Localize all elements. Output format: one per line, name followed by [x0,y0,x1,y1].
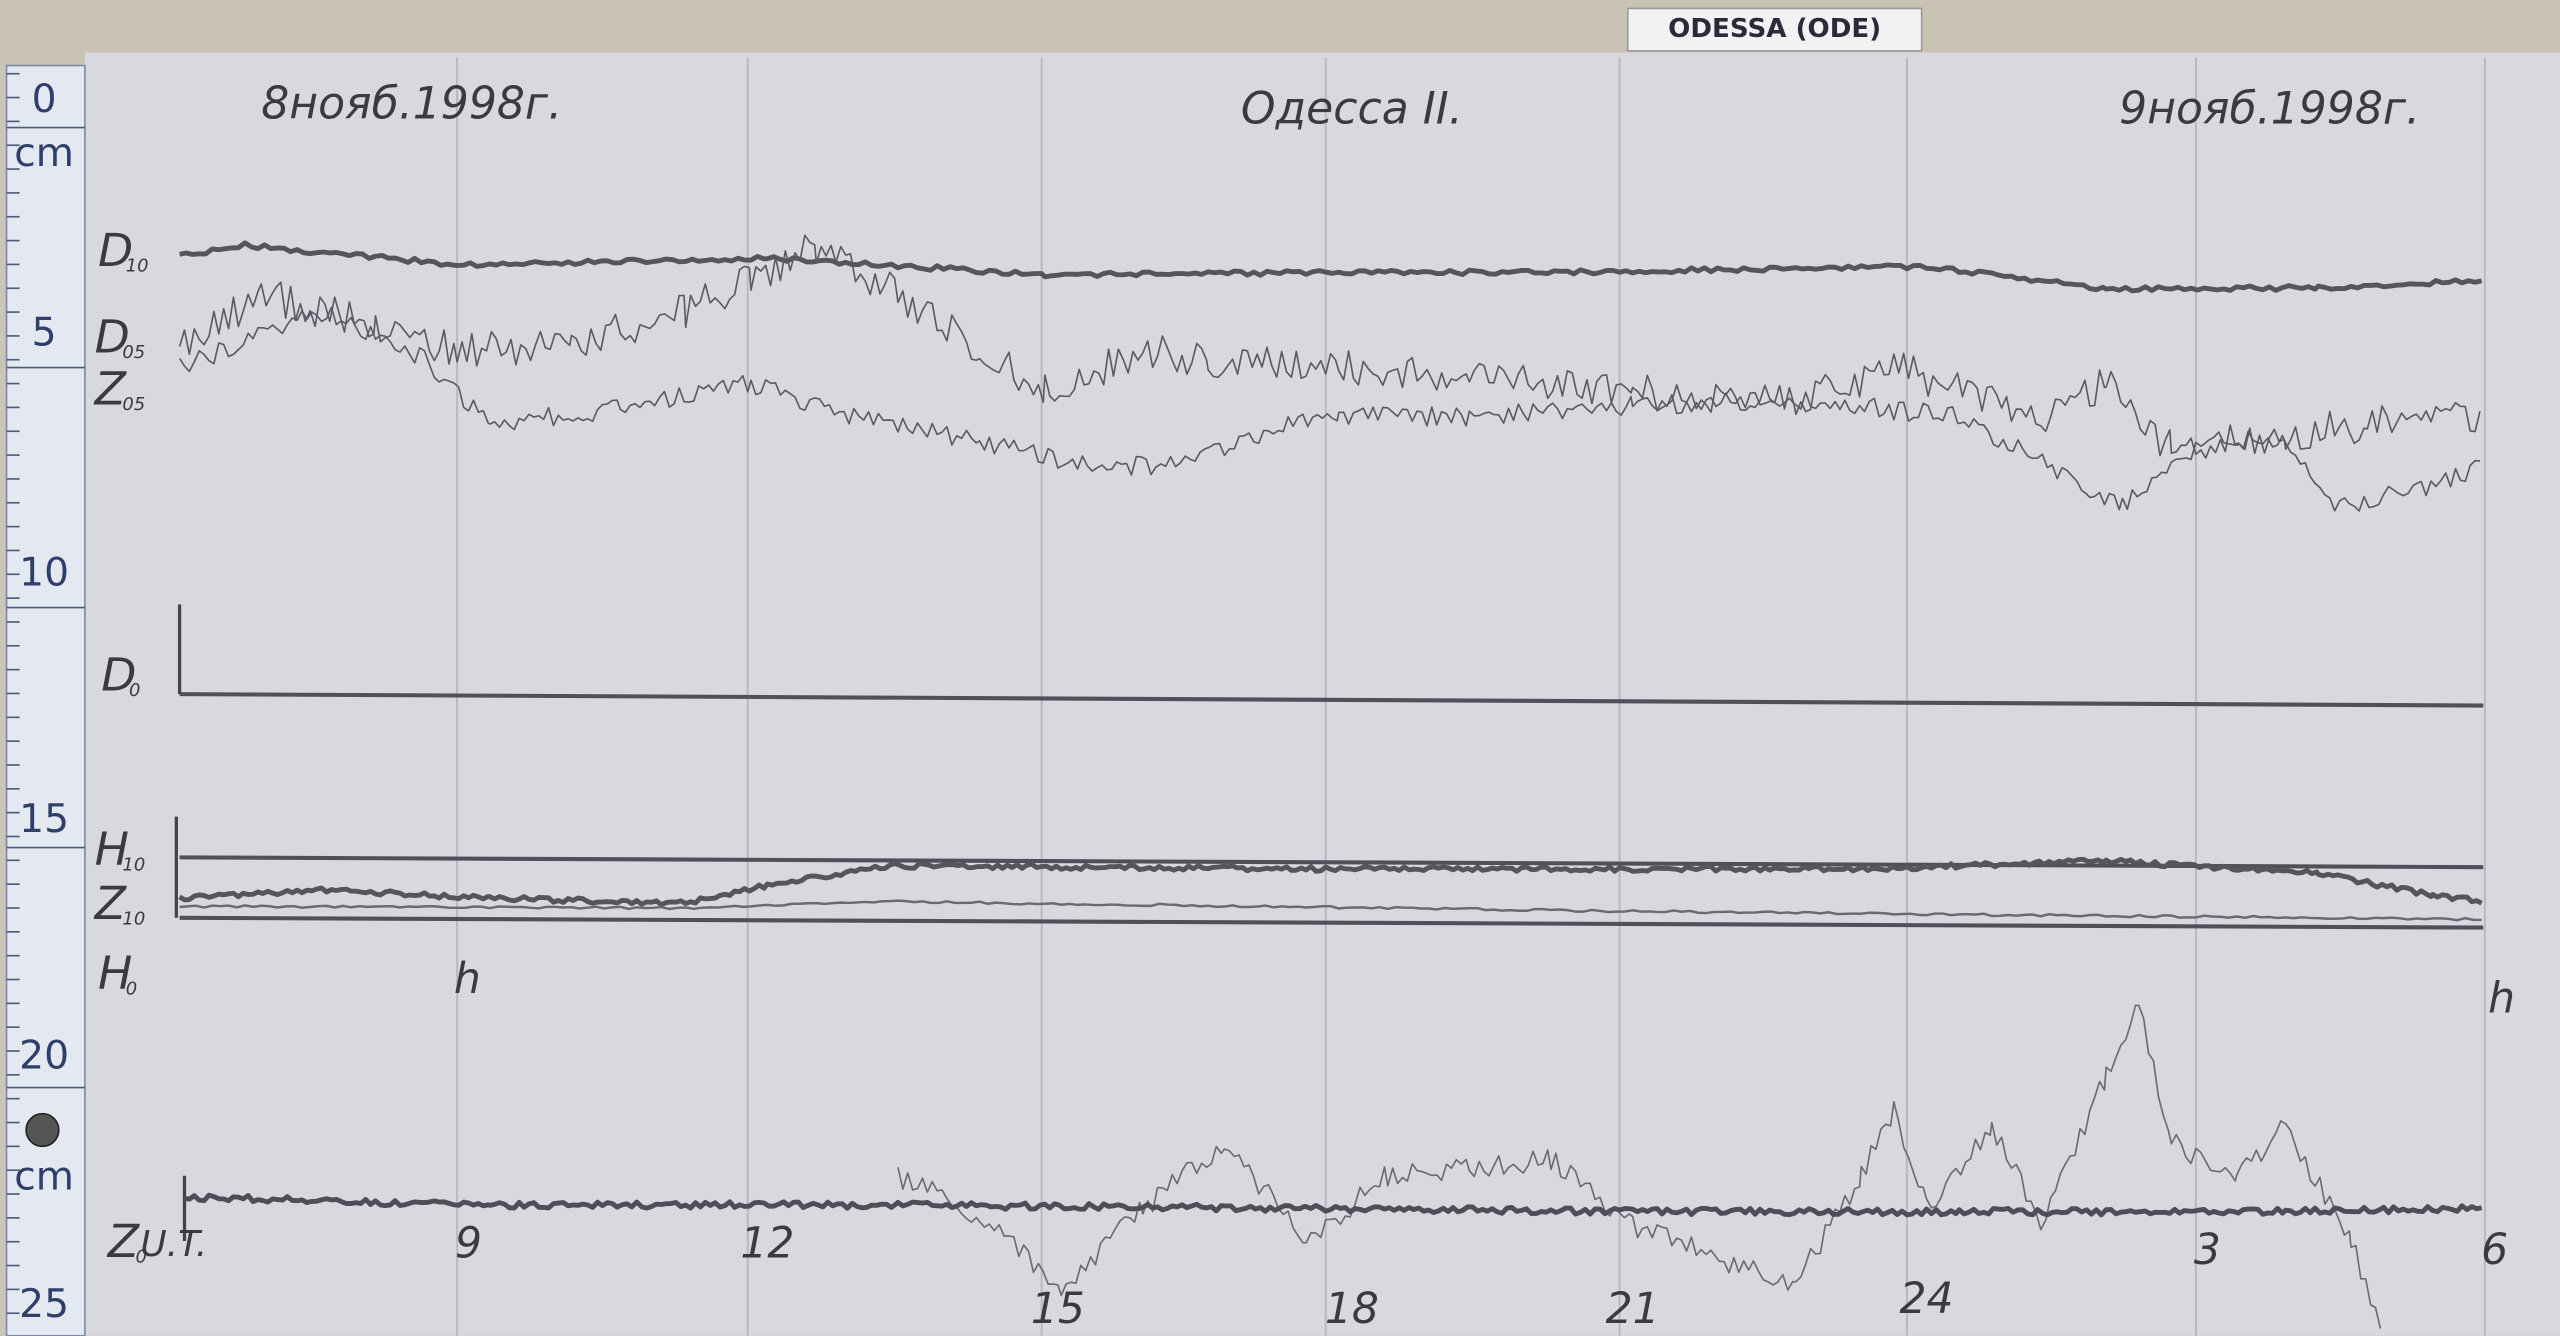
ruler-label: 20 [19,1034,69,1079]
trace-label: Z [107,1215,141,1268]
trace-h0 [179,915,2484,930]
hour-label: 12 [740,1219,794,1268]
trace-label-sub: 0 [129,680,140,701]
trace-label: H [98,947,132,1000]
ruler-label: 25 [19,1282,69,1327]
trace-label-sub: 10 [126,255,149,276]
trace-label: Z [94,877,128,930]
trace-label: D [95,310,130,363]
hour-unit: h [2488,975,2515,1024]
ruler-label: 5 [32,310,57,355]
ruler-label: 0 [32,77,57,122]
ruler-label: 10 [19,550,69,595]
trace-d05 [178,234,2481,459]
trace-label-sub: 10 [122,855,145,876]
hour-label: 18 [1325,1285,1379,1334]
trace-z10 [179,899,2482,922]
trace-label: D [101,648,136,701]
trace-h10 [178,856,2483,908]
trace-d0 [179,692,2484,708]
date-end: 9нояб.1998г. [2119,83,2420,134]
hour-label: 9 [455,1219,482,1268]
trace-h10-base [179,855,2484,870]
trace-label: Z [94,363,128,416]
time-axis-label: U.T. [140,1224,207,1265]
hour-label: 21 [1606,1285,1660,1334]
trace-label-sub: 0 [126,979,137,1000]
trace-z0 [184,1192,2483,1218]
ruler-label: cm [14,131,74,176]
trace-label-sub: 05 [122,342,145,363]
ruler-label: cm [14,1155,74,1200]
trace-label-sub: 05 [122,394,145,415]
hour-label: 24 [1900,1275,1954,1324]
trace-label: D [98,224,133,277]
trace-d10 [179,240,2483,294]
trace-label-sub: 10 [122,908,145,929]
hour-unit: h [454,955,481,1004]
ruler-label: 15 [19,797,69,842]
ruler-icon [25,1112,60,1148]
station-label: ODESSA (ODE) [1668,14,1881,44]
trace-label: H [95,823,129,876]
hour-label: 15 [1031,1285,1085,1334]
station-plate [1626,7,1923,52]
hour-label: 6 [2481,1226,2508,1275]
date-start: 8нояб.1998г. [261,78,562,129]
trace-label-sub: 0 [136,1246,147,1267]
chart-title: Одесса II. [1241,83,1463,134]
hour-label: 3 [2194,1226,2221,1275]
trace-z05 [178,306,2481,512]
